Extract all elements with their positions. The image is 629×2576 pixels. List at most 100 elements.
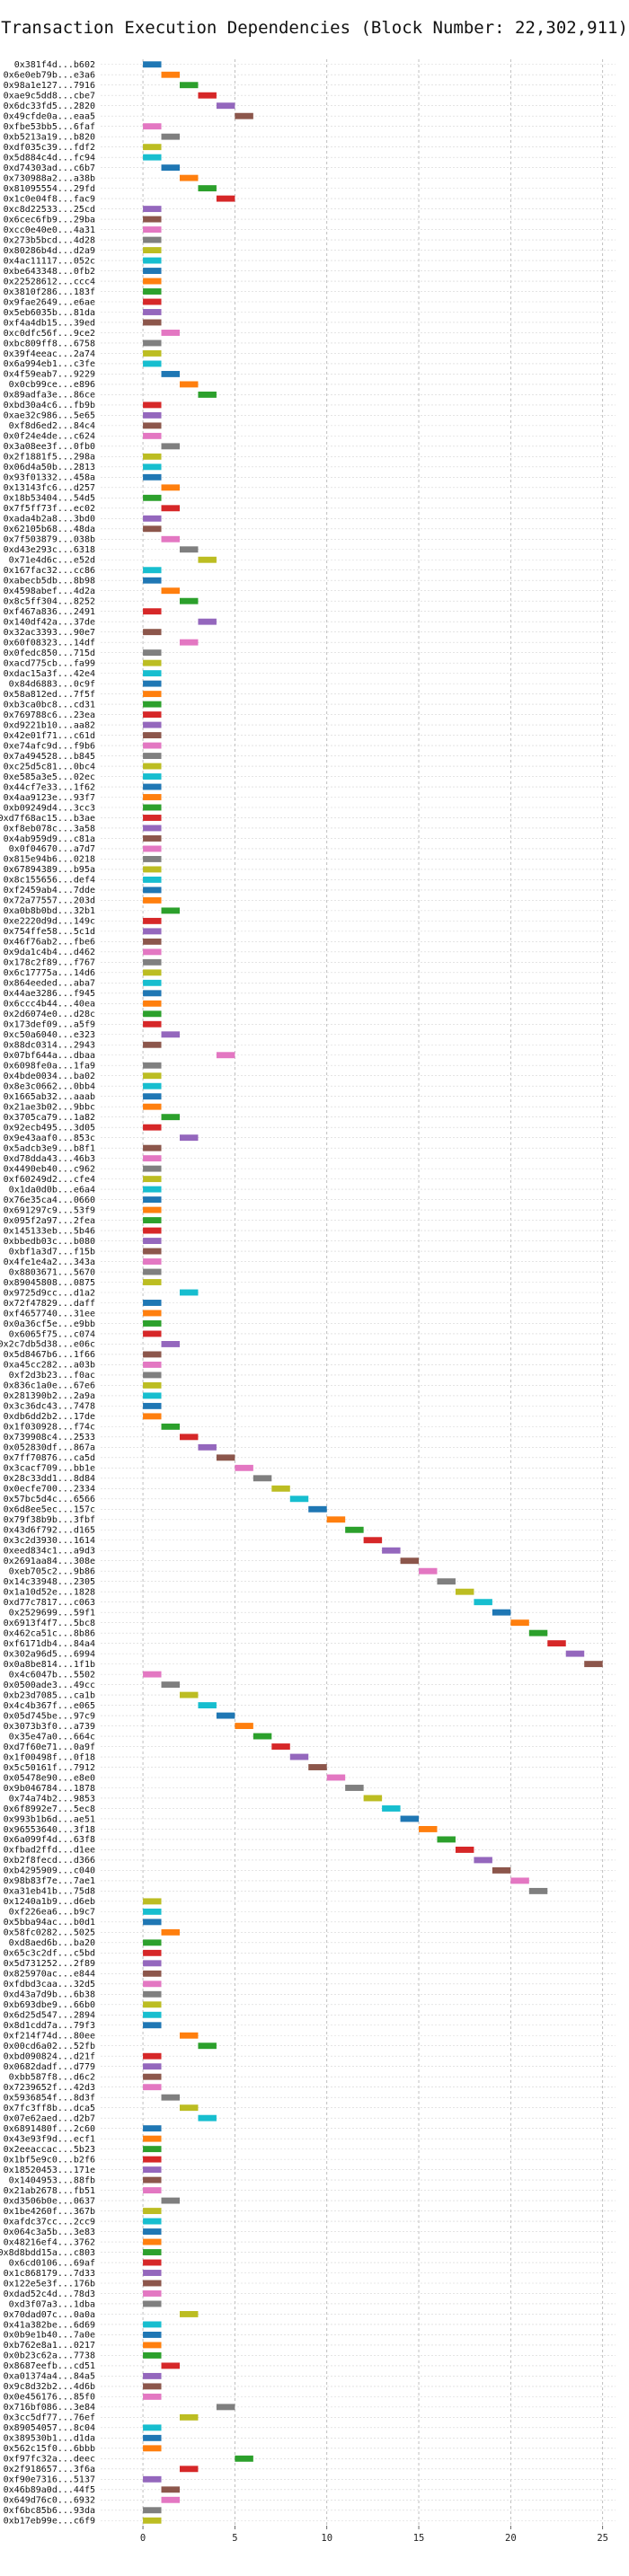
y-tick-label: 0xb4295909...c040 xyxy=(4,1866,95,1876)
execution-bar xyxy=(143,1413,162,1420)
execution-bar xyxy=(143,845,162,852)
y-tick-label: 0x6d8ee5ec...157c xyxy=(4,1505,95,1515)
y-tick-label: 0x052830df...867a xyxy=(4,1443,95,1453)
y-tick-label: 0x9c8d32b2...4d6b xyxy=(4,2382,95,2392)
execution-bar xyxy=(143,2228,162,2235)
y-tick-label: 0x3cc5df77...76ef xyxy=(4,2413,95,2423)
execution-bar xyxy=(547,1640,566,1647)
execution-bar xyxy=(455,1588,474,1595)
y-tick-label: 0x3c2d3930...1614 xyxy=(4,1536,95,1546)
execution-bar xyxy=(198,185,217,192)
execution-bar xyxy=(143,876,162,883)
execution-bar xyxy=(419,1826,438,1832)
y-tick-label: 0x1a10d52e...1828 xyxy=(4,1587,95,1597)
execution-bar xyxy=(455,1846,474,1853)
execution-bar xyxy=(143,948,162,956)
execution-bar xyxy=(143,887,162,894)
y-tick-label: 0x96553640...3f18 xyxy=(4,1825,95,1835)
execution-bar xyxy=(198,1443,217,1451)
y-tick-label: 0x4c4b367f...e065 xyxy=(4,1701,95,1711)
execution-bar xyxy=(143,154,162,161)
execution-bar xyxy=(143,1981,162,1988)
execution-bar xyxy=(143,2517,162,2524)
execution-bar xyxy=(143,1392,162,1399)
execution-bar xyxy=(143,1072,162,1080)
y-tick-label: 0x5adcb3e9...b8f1 xyxy=(4,1143,95,1153)
y-tick-label: 0x32ac3393...90e7 xyxy=(4,628,95,638)
execution-bar xyxy=(289,1753,309,1760)
execution-bar xyxy=(143,1144,162,1151)
execution-bar xyxy=(584,1661,603,1668)
execution-bar xyxy=(143,1217,162,1224)
execution-bar xyxy=(143,649,162,657)
y-tick-label: 0x67894389...b95a xyxy=(4,865,95,875)
y-tick-label: 0x1240a1b9...d6eb xyxy=(4,1897,95,1907)
execution-bar xyxy=(326,1516,346,1523)
execution-bar xyxy=(252,1475,272,1482)
y-tick-label: 0x9da1c4b4...d462 xyxy=(4,948,95,957)
y-tick-label: 0x6a099f4d...63f8 xyxy=(4,1835,95,1845)
y-tick-label: 0xe2220d9d...149c xyxy=(4,917,95,927)
y-tick-label: 0xa45cc282...a03b xyxy=(4,1361,95,1371)
y-tick-label: 0x0ecfe700...2334 xyxy=(4,1485,95,1495)
y-tick-label: 0x9b046784...1878 xyxy=(4,1784,95,1794)
execution-bar xyxy=(143,1908,162,1915)
execution-bar xyxy=(179,546,199,553)
execution-bar xyxy=(143,1186,162,1193)
execution-bar xyxy=(143,629,162,636)
execution-bar xyxy=(143,2372,162,2379)
execution-bar xyxy=(143,2342,162,2349)
y-tick-label: 0x2d6074e0...d28c xyxy=(4,1010,95,1019)
x-tick-label: 0 xyxy=(140,2533,146,2544)
y-tick-label: 0x5936854f...8d3f xyxy=(4,2093,95,2103)
y-tick-label: 0xf60249d2...cfe4 xyxy=(4,1175,95,1185)
y-tick-label: 0x7239652f...42d3 xyxy=(4,2083,95,2093)
execution-bar xyxy=(289,1495,309,1503)
y-tick-label: 0x2eeaccac...5b23 xyxy=(4,2145,95,2155)
y-tick-label: 0x2529699...59f1 xyxy=(9,1608,95,1618)
execution-bar xyxy=(143,1176,162,1183)
y-tick-label: 0xb3ca0bc8...cd31 xyxy=(4,700,95,710)
execution-bar xyxy=(143,1320,162,1327)
y-tick-label: 0xacd775cb...fa99 xyxy=(4,658,95,668)
execution-bar xyxy=(143,2424,162,2431)
execution-bar xyxy=(400,1557,420,1565)
execution-bar xyxy=(216,1052,235,1059)
y-tick-label: 0x9fae2649...e6ae xyxy=(4,297,95,307)
y-tick-label: 0x649d76c0...6932 xyxy=(4,2496,95,2506)
y-tick-label: 0x178c2f89...f767 xyxy=(4,958,95,968)
y-tick-label: 0x167fac32...cc86 xyxy=(4,566,95,576)
y-tick-label: 0x48216ef4...3762 xyxy=(4,2237,95,2247)
y-tick-label: 0xada4b2a8...3bd0 xyxy=(4,515,95,525)
execution-bar xyxy=(143,1939,162,1946)
execution-bar xyxy=(143,144,162,151)
execution-bar xyxy=(143,1103,162,1110)
execution-bar xyxy=(143,298,162,305)
execution-bar xyxy=(161,370,180,377)
y-tick-label: 0x0b9e1b40...7a0e xyxy=(4,2331,95,2341)
execution-bar xyxy=(143,917,162,924)
y-tick-label: 0x49cfde0a...eaa5 xyxy=(4,111,95,121)
y-tick-label: 0x74a74b2...9853 xyxy=(9,1794,95,1804)
execution-bar xyxy=(143,2022,162,2029)
execution-bar xyxy=(143,1310,162,1317)
y-tick-label: 0x89adfa3e...86ce xyxy=(4,391,95,401)
execution-bar xyxy=(143,2156,162,2163)
execution-bar xyxy=(271,1743,290,1750)
execution-bar xyxy=(179,2466,199,2473)
execution-bar xyxy=(143,463,162,471)
y-tick-label: 0x754ffe58...5c1d xyxy=(4,927,95,937)
y-tick-label: 0x6cd0106...69af xyxy=(9,2258,95,2268)
y-tick-label: 0x0682dadf...d779 xyxy=(4,2062,95,2072)
y-tick-label: 0x140df42a...37de xyxy=(4,617,95,627)
execution-bar xyxy=(179,174,199,181)
execution-bar xyxy=(143,473,162,481)
execution-bar xyxy=(143,2176,162,2183)
y-tick-label: 0xafdc37cc...2cc9 xyxy=(4,2217,95,2227)
y-tick-label: 0xb762e8a1...0217 xyxy=(4,2341,95,2351)
execution-bar xyxy=(143,340,162,347)
execution-bar xyxy=(179,2032,199,2039)
execution-bar xyxy=(143,453,162,460)
execution-bar xyxy=(198,556,217,563)
execution-bar xyxy=(437,1836,456,1843)
